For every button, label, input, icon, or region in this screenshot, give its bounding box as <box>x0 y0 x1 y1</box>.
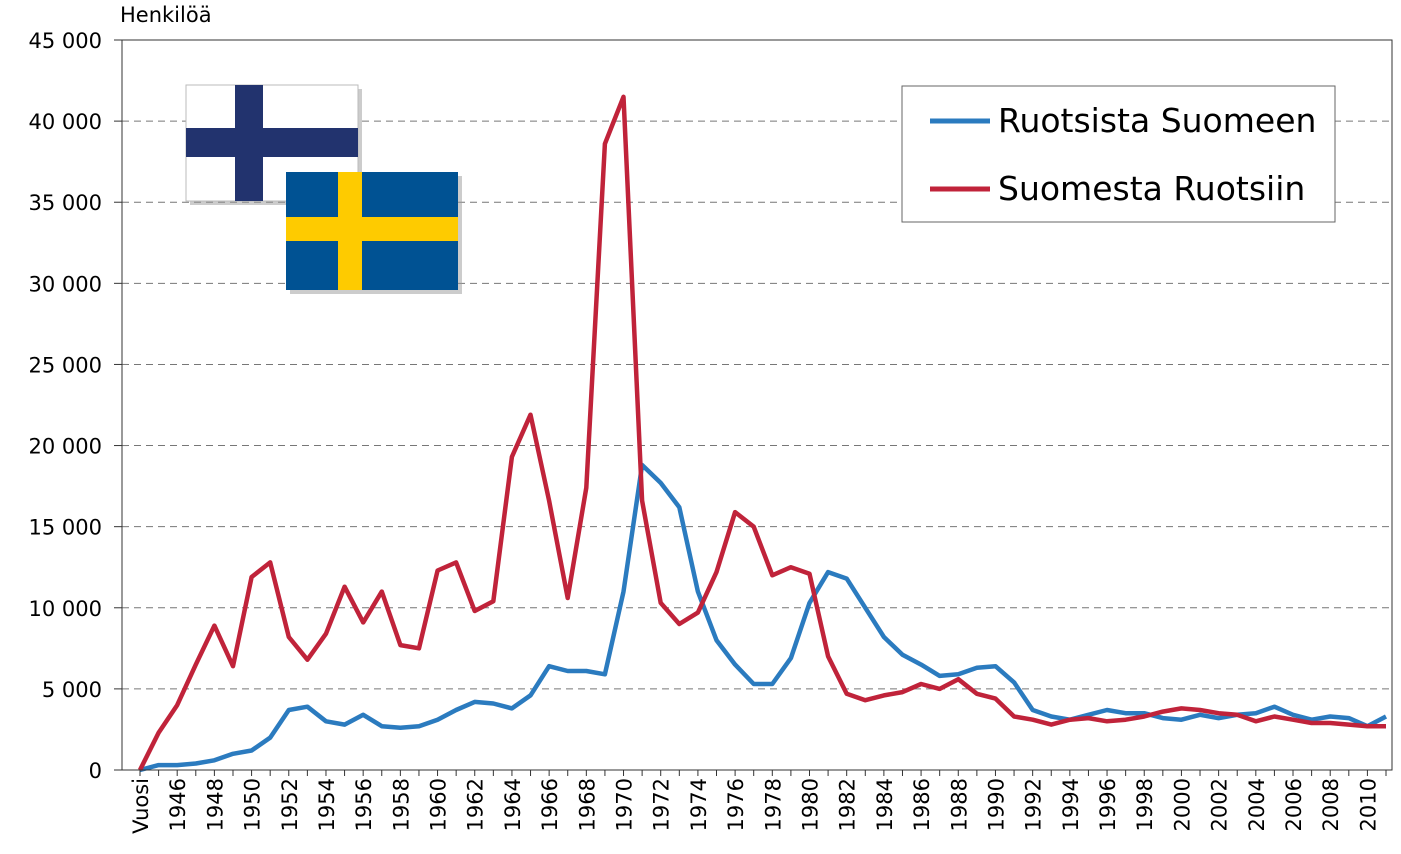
x-tick-label: 1996 <box>1096 778 1120 831</box>
x-tick-label: 1966 <box>538 778 562 831</box>
x-tick-label: 1978 <box>761 778 785 831</box>
y-tick-label: 10 000 <box>29 597 102 621</box>
x-tick-label: 1974 <box>687 778 711 831</box>
y-tick-label: 20 000 <box>29 435 102 459</box>
legend-label: Suomesta Ruotsiin <box>998 169 1305 208</box>
x-tick-label: 1988 <box>947 778 971 831</box>
y-tick-label: 40 000 <box>29 110 102 134</box>
x-tick-label: 2000 <box>1170 778 1194 831</box>
legend: Ruotsista Suomeen Suomesta Ruotsiin <box>901 85 1336 223</box>
x-tick-label: 1964 <box>501 778 525 831</box>
x-tick-label: 1958 <box>389 778 413 831</box>
x-tick-label: 1968 <box>575 778 599 831</box>
x-tick-label: 2002 <box>1208 778 1232 831</box>
x-tick-label: 1980 <box>798 778 822 831</box>
x-tick-label: 1946 <box>166 778 190 831</box>
legend-box <box>901 85 1336 223</box>
x-tick-label: 1960 <box>427 778 451 831</box>
y-tick-label: 30 000 <box>29 272 102 296</box>
x-tick-label: 2004 <box>1245 778 1269 831</box>
x-tick-label: 2008 <box>1319 778 1343 831</box>
y-tick-label: 35 000 <box>29 191 102 215</box>
x-tick-label: 2010 <box>1356 778 1380 831</box>
x-tick-label: 1984 <box>873 778 897 831</box>
y-axis-label: Henkilöä <box>120 3 212 27</box>
plot-frame <box>121 39 1393 771</box>
x-tick-label: 1998 <box>1133 778 1157 831</box>
x-tick-label: Vuosi <box>129 778 153 834</box>
x-tick-label: 1982 <box>836 778 860 831</box>
x-tick-label: 1970 <box>613 778 637 831</box>
series-line <box>139 462 1388 773</box>
y-tick-label: 25 000 <box>29 353 102 377</box>
x-tick-label: 1950 <box>241 778 265 831</box>
x-tick-label: 1986 <box>910 778 934 831</box>
x-tick-label: 1954 <box>315 778 339 831</box>
x-tick-label: 1962 <box>464 778 488 831</box>
lines <box>137 94 1388 773</box>
x-tick-label: 1976 <box>724 778 748 831</box>
y-tick-label: 15 000 <box>29 516 102 540</box>
x-tick-label: 1992 <box>1022 778 1046 831</box>
series-line <box>137 94 1386 772</box>
legend-label: Ruotsista Suomeen <box>998 101 1316 140</box>
swedish-flag <box>286 172 462 294</box>
y-tick-label: 0 <box>89 759 102 783</box>
x-tick-label: 1972 <box>650 778 674 831</box>
x-tick-label: 2006 <box>1282 778 1306 831</box>
y-tick-label: 45 000 <box>29 29 102 53</box>
x-tick-label: 1948 <box>203 778 227 831</box>
x-tick-label: 1956 <box>352 778 376 831</box>
y-tick-label: 5 000 <box>42 678 102 702</box>
x-tick-label: 1990 <box>984 778 1008 831</box>
x-tick-label: 1994 <box>1059 778 1083 831</box>
x-tick-label: 1952 <box>278 778 302 831</box>
